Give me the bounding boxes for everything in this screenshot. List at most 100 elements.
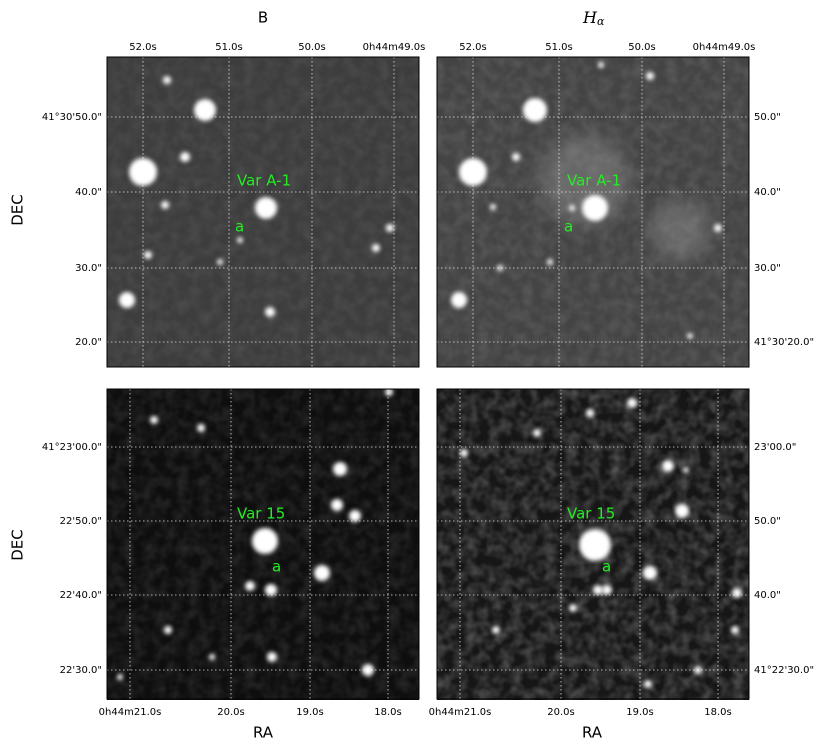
- star: [372, 244, 380, 252]
- star: [265, 584, 277, 596]
- y-axis-label: DEC: [9, 194, 27, 226]
- star-annotation: a: [235, 218, 244, 236]
- star-annotation: Var A-1: [237, 172, 291, 190]
- ra-tick-label: 0h44m49.0s: [693, 42, 756, 53]
- ra-tick-label: 50.0s: [628, 42, 655, 53]
- panel-frame: [436, 56, 750, 368]
- star: [163, 76, 171, 84]
- x-axis-label: RA: [253, 724, 274, 742]
- dec-tick-label: 41°30'20.0": [754, 337, 814, 348]
- panel-frame: [436, 388, 750, 700]
- star: [117, 674, 123, 680]
- star: [386, 224, 394, 232]
- star: [252, 528, 278, 554]
- star: [644, 680, 652, 688]
- star: [490, 204, 496, 210]
- star: [314, 565, 330, 581]
- star: [579, 529, 611, 561]
- star: [217, 259, 223, 265]
- star: [683, 467, 689, 473]
- star: [459, 158, 487, 186]
- title-subscript: α: [597, 15, 605, 28]
- star: [533, 429, 541, 437]
- ra-tick-label: 0h44m21.0s: [429, 707, 492, 718]
- star: [602, 585, 612, 595]
- ra-tick-label: 52.0s: [129, 42, 156, 53]
- star-annotation: Var 15: [237, 505, 285, 523]
- ra-tick-label: 19.0s: [626, 707, 653, 718]
- star: [197, 424, 205, 432]
- title-main: H: [582, 8, 598, 27]
- dec-tick-label: 41°22'30.0": [754, 665, 814, 676]
- dec-tick-label: 22'40.0": [60, 590, 102, 601]
- star-annotation: a: [564, 218, 573, 236]
- dec-tick-label: 30.0": [754, 263, 781, 274]
- dec-tick-label: 40.0": [75, 187, 102, 198]
- star: [512, 153, 520, 161]
- star: [209, 654, 215, 660]
- star: [237, 237, 243, 243]
- ra-tick-label: 51.0s: [215, 42, 242, 53]
- star: [180, 152, 190, 162]
- star: [627, 398, 637, 408]
- panel-frame: [106, 388, 420, 700]
- star: [675, 504, 689, 518]
- star: [255, 197, 277, 219]
- image-panel: [107, 389, 419, 700]
- star-annotation: Var A-1: [567, 172, 621, 190]
- dec-tick-label: 23'00.0": [754, 442, 796, 453]
- star: [492, 626, 500, 634]
- star: [194, 99, 216, 121]
- dec-tick-label: 41°23'00.0": [42, 442, 102, 453]
- ra-tick-label: 51.0s: [545, 42, 572, 53]
- star: [331, 499, 343, 511]
- y-axis-label: DEC: [9, 529, 27, 561]
- image-panel: [437, 389, 749, 700]
- ra-tick-label: 0h44m21.0s: [99, 707, 162, 718]
- column-title: B: [258, 9, 268, 27]
- star: [245, 581, 255, 591]
- dec-tick-label: 30.0": [75, 263, 102, 274]
- star: [161, 201, 169, 209]
- star: [119, 292, 135, 308]
- star: [582, 195, 608, 221]
- x-axis-label: RA: [582, 724, 603, 742]
- dec-tick-label: 41°30'50.0": [42, 112, 102, 123]
- star: [586, 409, 594, 417]
- column-title: Hα: [582, 8, 605, 29]
- star: [333, 462, 347, 476]
- ra-tick-label: 0h44m49.0s: [363, 42, 426, 53]
- star: [267, 652, 277, 662]
- star: [129, 158, 157, 186]
- star: [687, 333, 693, 339]
- star: [385, 389, 393, 396]
- dec-tick-label: 50.0": [754, 112, 781, 123]
- ra-tick-label: 50.0s: [298, 42, 325, 53]
- dec-tick-label: 50.0": [754, 516, 781, 527]
- star: [451, 292, 467, 308]
- star: [731, 626, 739, 634]
- image-panel: [437, 57, 749, 367]
- ra-tick-label: 52.0s: [459, 42, 486, 53]
- star: [598, 62, 604, 68]
- ra-tick-label: 20.0s: [547, 707, 574, 718]
- star: [144, 251, 152, 259]
- star-annotation: a: [602, 558, 611, 576]
- dec-tick-label: 40.0": [754, 187, 781, 198]
- star: [643, 566, 657, 580]
- star: [662, 460, 674, 472]
- star: [523, 98, 547, 122]
- star: [732, 588, 742, 598]
- star: [593, 585, 603, 595]
- dec-tick-label: 20.0": [75, 337, 102, 348]
- dec-tick-label: 22'50.0": [60, 516, 102, 527]
- star: [714, 224, 722, 232]
- star: [349, 510, 361, 522]
- panel-frame: [106, 56, 420, 368]
- star: [460, 449, 468, 457]
- ra-tick-label: 20.0s: [217, 707, 244, 718]
- star: [150, 416, 158, 424]
- star: [265, 307, 275, 317]
- star: [547, 259, 553, 265]
